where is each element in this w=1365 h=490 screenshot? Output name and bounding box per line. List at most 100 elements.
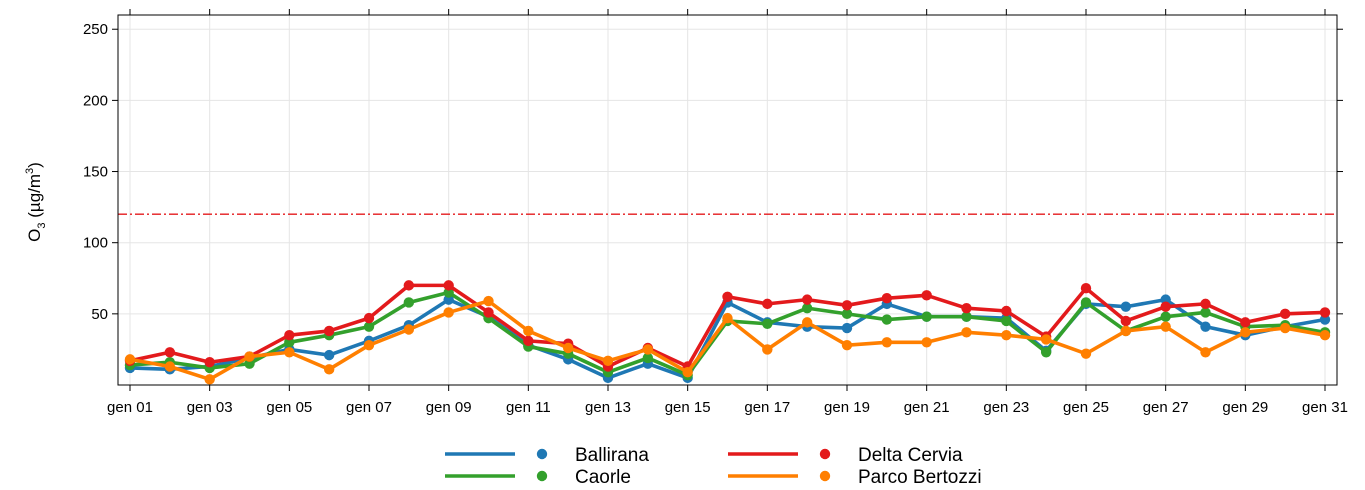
data-point xyxy=(921,311,932,322)
y-axis-title-superscript: 3 xyxy=(24,168,36,174)
data-point xyxy=(841,339,853,351)
data-point xyxy=(1080,297,1092,308)
legend-item: Delta Cervia xyxy=(728,445,963,466)
data-point xyxy=(642,352,654,364)
data-point xyxy=(363,312,375,324)
legend-item: Caorle xyxy=(445,467,631,488)
data-point xyxy=(841,322,853,334)
data-point xyxy=(961,311,972,322)
data-point xyxy=(363,321,375,332)
data-point xyxy=(483,307,494,318)
y-tick-label: 100 xyxy=(83,235,108,252)
y-axis-title-unit-pre: (µg/m xyxy=(25,174,44,223)
data-point xyxy=(1040,334,1052,345)
data-point xyxy=(961,302,972,314)
data-point xyxy=(841,300,853,311)
axes: 50 100 150 200 250 gen 01 gen 03 gen 05 gen 07 ge… xyxy=(83,9,1348,416)
data-point xyxy=(562,342,574,354)
data-point xyxy=(284,337,295,348)
plot-frame xyxy=(117,14,1338,386)
data-point xyxy=(762,344,773,355)
x-tick-label: gen 01 xyxy=(107,399,153,416)
legend-marker xyxy=(536,448,548,460)
data-point xyxy=(443,280,454,291)
data-point xyxy=(881,292,893,304)
data-point xyxy=(801,317,813,328)
data-point xyxy=(1080,348,1092,359)
data-point xyxy=(602,355,614,367)
series-group xyxy=(124,280,1331,385)
data-point xyxy=(1001,305,1012,317)
x-tick-label: gen 07 xyxy=(346,399,392,416)
data-point xyxy=(323,349,335,361)
data-point xyxy=(483,295,494,307)
legend-label: Delta Cervia xyxy=(858,445,963,466)
data-point xyxy=(124,354,136,365)
y-axis-title-unit-post: ) xyxy=(25,162,44,168)
x-tick-label: gen 09 xyxy=(426,399,472,416)
x-tick-label: gen 21 xyxy=(904,399,950,416)
data-point xyxy=(1080,283,1092,294)
data-point xyxy=(1319,329,1331,341)
y-axis-title: O3 (µg/m3) xyxy=(24,162,48,242)
legend-label: Ballirana xyxy=(575,445,649,466)
data-point xyxy=(1319,307,1331,318)
data-point xyxy=(1240,327,1251,338)
data-point xyxy=(1200,298,1211,310)
y-axis-title-subscript: 3 xyxy=(36,222,48,228)
data-point xyxy=(244,351,255,362)
data-point xyxy=(1001,329,1012,341)
data-point xyxy=(1319,314,1331,325)
data-point xyxy=(642,344,654,355)
data-point xyxy=(443,294,454,305)
data-point xyxy=(1200,347,1211,358)
data-point xyxy=(204,357,215,368)
data-point xyxy=(523,335,534,347)
data-point xyxy=(881,337,893,348)
y-axis-title-main: O xyxy=(25,229,44,242)
data-point xyxy=(961,327,972,338)
x-tick-label: gen 03 xyxy=(187,399,233,416)
legend-label: Caorle xyxy=(575,467,631,488)
data-point xyxy=(801,294,813,305)
data-point xyxy=(1040,347,1052,358)
legend-label: Parco Bertozzi xyxy=(858,467,982,488)
series-parco-bertozzi xyxy=(124,295,1331,385)
y-tick-label: 200 xyxy=(83,92,108,109)
data-point xyxy=(1160,294,1171,305)
data-point xyxy=(1120,315,1132,327)
legend-marker xyxy=(536,470,548,482)
x-tick-label: gen 25 xyxy=(1063,399,1109,416)
data-point xyxy=(722,291,733,302)
x-tick-label: gen 27 xyxy=(1143,399,1189,416)
data-point xyxy=(1160,301,1171,312)
legend-item: Ballirana xyxy=(445,445,649,466)
data-point xyxy=(284,347,295,358)
x-tick-label: gen 11 xyxy=(506,399,551,416)
data-point xyxy=(164,361,176,372)
data-point xyxy=(1279,322,1291,334)
data-point xyxy=(363,339,375,351)
data-point xyxy=(841,308,853,320)
data-point xyxy=(403,297,415,308)
legend-marker xyxy=(819,470,831,482)
legend-item: Parco Bertozzi xyxy=(728,467,982,488)
data-point xyxy=(801,302,813,314)
y-tick-label: 150 xyxy=(83,164,108,181)
x-tick-label: gen 13 xyxy=(585,399,631,416)
data-point xyxy=(921,290,932,301)
data-point xyxy=(1200,321,1211,332)
data-point xyxy=(164,347,176,358)
data-point xyxy=(881,314,893,325)
x-tick-label: gen 15 xyxy=(665,399,711,416)
data-point xyxy=(1120,325,1132,337)
y-tick-label: 250 xyxy=(83,21,108,38)
data-point xyxy=(1279,308,1291,320)
data-point xyxy=(323,325,335,337)
x-tick-label: gen 23 xyxy=(983,399,1029,416)
data-point xyxy=(921,337,932,348)
x-tick-label: gen 31 xyxy=(1302,399,1348,416)
data-point xyxy=(682,366,693,378)
